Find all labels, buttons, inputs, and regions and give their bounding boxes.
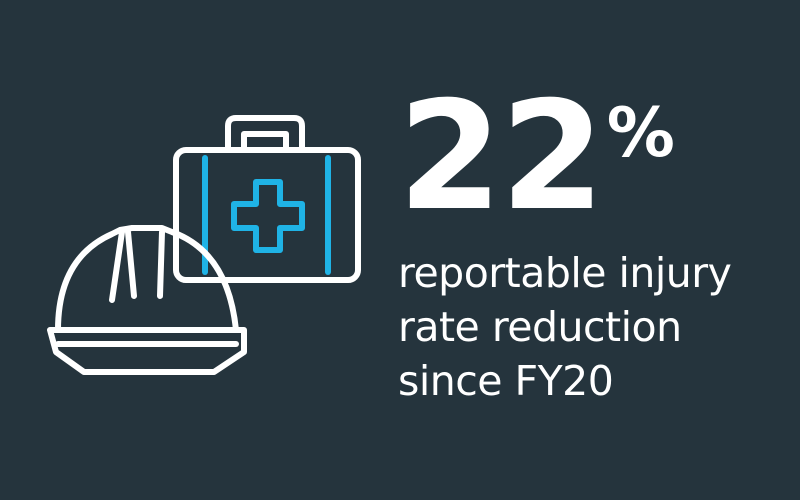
stat-number: 22	[398, 70, 605, 244]
stat-value: 22 %	[398, 82, 731, 232]
hard-hat-icon	[47, 225, 247, 375]
stat-block: 22 % reportable injury rate reduction si…	[398, 82, 732, 408]
caption-line-1: reportable injury	[398, 249, 732, 297]
percent-sign: %	[606, 94, 675, 173]
stat-caption: reportable injury rate reduction since F…	[398, 246, 732, 408]
caption-line-3: since FY20	[398, 357, 614, 405]
first-aid-kit-icon	[173, 115, 361, 283]
caption-line-2: rate reduction	[398, 303, 682, 351]
